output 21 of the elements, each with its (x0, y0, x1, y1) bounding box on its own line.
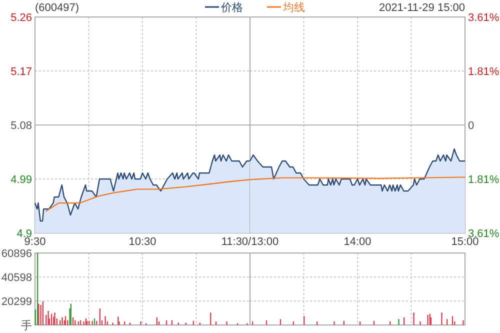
y-tick-label: 5.08 (10, 120, 32, 132)
y-tick-label: 20299 (1, 296, 32, 308)
legend-label: 均线 (282, 1, 305, 14)
x-tick-label: 15:00 (451, 236, 479, 248)
chart-subtitle: 2021-11-29 15:00 (378, 2, 465, 14)
legend-label: 价格 (220, 2, 243, 14)
x-tick-label: 11:30/13:00 (221, 236, 279, 248)
x-tick-label: 10:30 (128, 236, 156, 248)
text: 1.81% (468, 174, 500, 186)
y-tick-label: 手 (21, 319, 32, 332)
y-tick-label: 5.17 (10, 66, 32, 78)
y-tick-label: 5.26 (10, 12, 32, 24)
y-tick-label: 40598 (1, 272, 32, 284)
text: 0 (468, 120, 474, 132)
chart-title: (600497) (35, 2, 80, 14)
y-tick-label: 4.99 (10, 174, 32, 186)
text: 3.61% (468, 12, 500, 24)
x-tick-label: 9:30 (24, 236, 46, 248)
y-tick-label: 60896 (1, 248, 32, 260)
text: 1.81% (468, 66, 500, 78)
x-tick-label: 14:00 (344, 236, 372, 248)
